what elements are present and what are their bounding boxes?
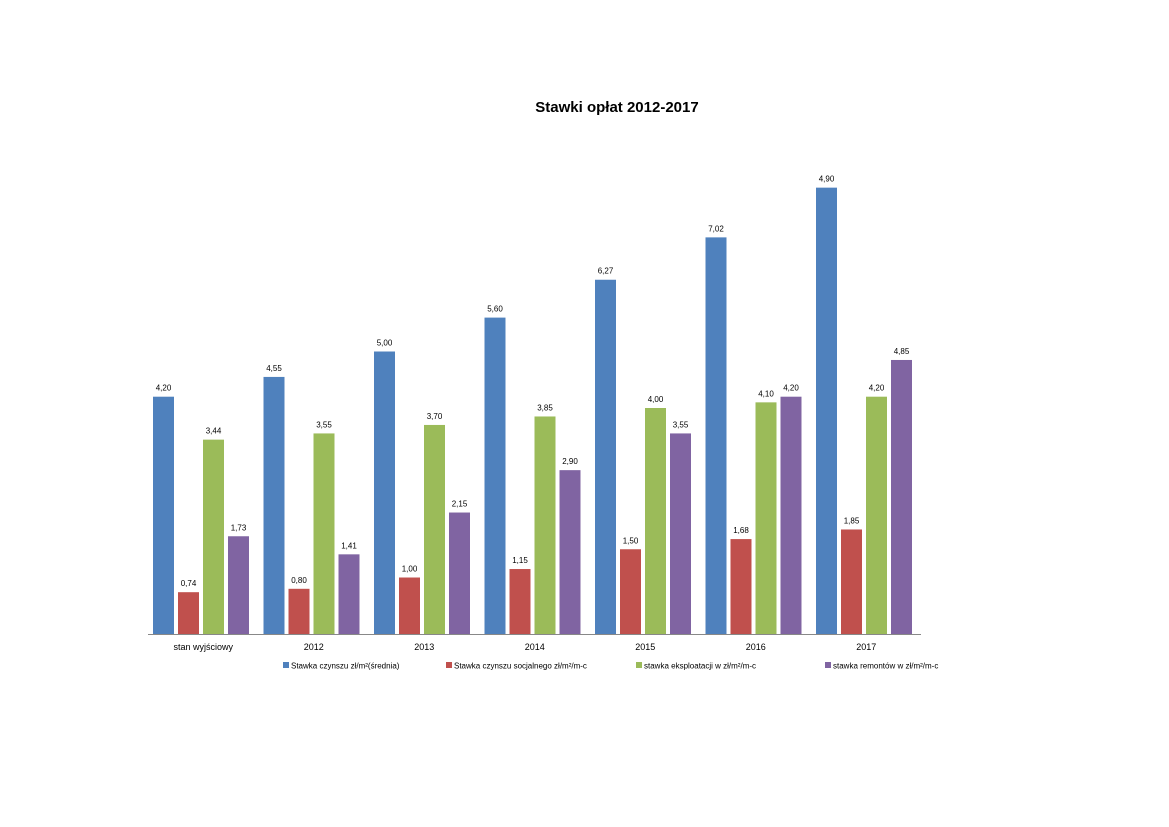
category-label: 2012 xyxy=(304,642,324,652)
legend-swatch xyxy=(283,662,289,668)
data-label: 0,80 xyxy=(291,576,307,585)
legend-label: Stawka czynszu zł/m²(średnia) xyxy=(291,662,400,671)
bar-4-3 xyxy=(449,512,470,634)
data-label: 3,55 xyxy=(316,420,332,429)
legend: Stawka czynszu zł/m²(średnia) Stawka czyn… xyxy=(283,662,938,671)
data-label: 3,70 xyxy=(427,412,443,421)
data-label: 5,60 xyxy=(487,305,503,314)
bar-4-2 xyxy=(338,554,360,634)
bar-1-1 xyxy=(153,396,174,634)
bar-2-3 xyxy=(399,577,420,634)
data-label: 4,85 xyxy=(894,347,910,356)
data-label: 4,55 xyxy=(266,364,282,373)
bar-2-7 xyxy=(841,529,862,634)
data-label: 4,10 xyxy=(758,389,774,398)
bar-2-2 xyxy=(288,588,310,634)
legend-label: stawka eksploatacji w zł/m²/m-c xyxy=(644,662,756,671)
bar-1-7 xyxy=(816,187,837,634)
bar-3-6 xyxy=(755,402,777,634)
legend-label: stawka remontów w zł/m²/m-c xyxy=(833,662,938,671)
bar-4-1 xyxy=(228,536,249,634)
data-label: 1,73 xyxy=(231,523,247,532)
data-label: 5,00 xyxy=(377,339,393,348)
bar-2-1 xyxy=(178,592,199,634)
category-label: 2017 xyxy=(856,642,876,652)
data-label: 6,27 xyxy=(598,267,614,276)
bar-1-6 xyxy=(705,237,727,634)
legend-label: Stawka czynszu socjalnego zł/m²/m-c xyxy=(454,662,587,671)
data-label: 3,55 xyxy=(673,420,689,429)
data-label: 3,44 xyxy=(206,427,222,436)
category-label: 2014 xyxy=(525,642,545,652)
bar-1-5 xyxy=(595,279,616,634)
bar-2-5 xyxy=(620,549,641,634)
bar-4-7 xyxy=(891,359,912,634)
bar-3-1 xyxy=(203,439,224,634)
data-label: 3,85 xyxy=(537,403,553,412)
bar-4-4 xyxy=(559,470,581,634)
bar-4-5 xyxy=(670,433,691,634)
data-label: 7,02 xyxy=(708,224,724,233)
data-label: 4,00 xyxy=(648,395,664,404)
data-label: 1,41 xyxy=(341,541,357,550)
data-label: 4,20 xyxy=(869,384,885,393)
data-label: 2,90 xyxy=(562,457,578,466)
data-label: 1,15 xyxy=(512,556,528,565)
bar-1-2 xyxy=(263,376,285,634)
x-axis-labels: stan wyjściowy 2012 2013 2014 2015 2016 2017 xyxy=(173,642,876,652)
bar-1-4 xyxy=(484,317,506,634)
data-label: 0,74 xyxy=(181,579,197,588)
data-label: 1,85 xyxy=(844,516,860,525)
data-label: 4,20 xyxy=(156,384,172,393)
category-label: stan wyjściowy xyxy=(173,642,233,652)
category-label: 2016 xyxy=(746,642,766,652)
bar-3-2 xyxy=(313,433,335,634)
bar-2-4 xyxy=(509,569,531,634)
data-label: 1,00 xyxy=(402,565,418,574)
bar-3-5 xyxy=(645,408,666,634)
legend-swatch xyxy=(446,662,452,668)
legend-swatch xyxy=(825,662,831,668)
data-label: 1,50 xyxy=(623,536,639,545)
bar-4-6 xyxy=(780,396,802,634)
bar-3-7 xyxy=(866,396,887,634)
bar-1-3 xyxy=(374,351,395,634)
data-label: 1,68 xyxy=(733,526,749,535)
bar-3-3 xyxy=(424,424,445,634)
data-label: 4,20 xyxy=(783,384,799,393)
plot-area: 4,20 0,74 3,44 1,73 4,55 0,80 3,55 1,41 5,00 1,00… xyxy=(153,175,912,634)
bar-3-4 xyxy=(534,416,556,634)
chart-title: Stawki opłat 2012-2017 xyxy=(535,99,698,116)
category-label: 2013 xyxy=(414,642,434,652)
bar-2-6 xyxy=(730,539,752,634)
data-label: 4,90 xyxy=(819,175,835,184)
legend-swatch xyxy=(636,662,642,668)
category-label: 2015 xyxy=(635,642,655,652)
data-label: 2,15 xyxy=(452,500,468,509)
